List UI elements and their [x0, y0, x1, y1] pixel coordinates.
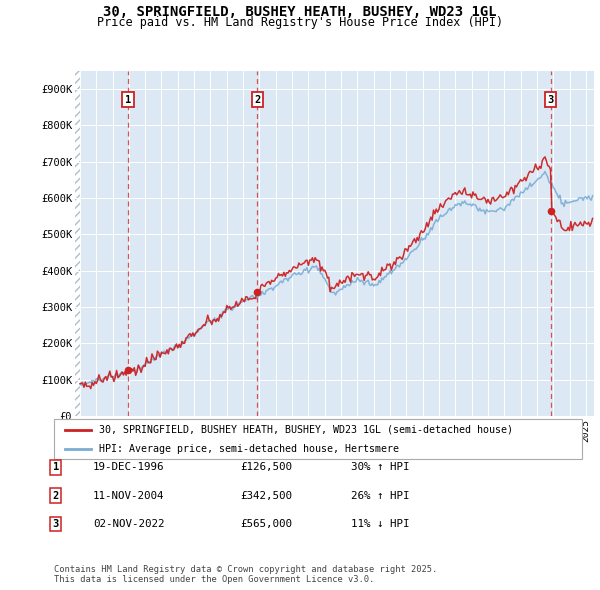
Text: 30% ↑ HPI: 30% ↑ HPI	[351, 463, 409, 472]
Text: £342,500: £342,500	[240, 491, 292, 500]
Text: £126,500: £126,500	[240, 463, 292, 472]
Text: 3: 3	[547, 95, 554, 105]
Text: 2: 2	[53, 491, 59, 500]
Text: 30, SPRINGFIELD, BUSHEY HEATH, BUSHEY, WD23 1GL (semi-detached house): 30, SPRINGFIELD, BUSHEY HEATH, BUSHEY, W…	[99, 425, 513, 435]
Text: HPI: Average price, semi-detached house, Hertsmere: HPI: Average price, semi-detached house,…	[99, 444, 399, 454]
Text: 3: 3	[53, 519, 59, 529]
Text: 1: 1	[53, 463, 59, 472]
Text: 1: 1	[125, 95, 131, 105]
Text: 02-NOV-2022: 02-NOV-2022	[93, 519, 164, 529]
Text: Price paid vs. HM Land Registry's House Price Index (HPI): Price paid vs. HM Land Registry's House …	[97, 16, 503, 29]
Text: 30, SPRINGFIELD, BUSHEY HEATH, BUSHEY, WD23 1GL: 30, SPRINGFIELD, BUSHEY HEATH, BUSHEY, W…	[103, 5, 497, 19]
Bar	[75, 71, 80, 416]
Text: 19-DEC-1996: 19-DEC-1996	[93, 463, 164, 472]
Text: Contains HM Land Registry data © Crown copyright and database right 2025.
This d: Contains HM Land Registry data © Crown c…	[54, 565, 437, 584]
Text: 11-NOV-2004: 11-NOV-2004	[93, 491, 164, 500]
Text: 26% ↑ HPI: 26% ↑ HPI	[351, 491, 409, 500]
Text: 2: 2	[254, 95, 260, 105]
Text: £565,000: £565,000	[240, 519, 292, 529]
Text: 11% ↓ HPI: 11% ↓ HPI	[351, 519, 409, 529]
